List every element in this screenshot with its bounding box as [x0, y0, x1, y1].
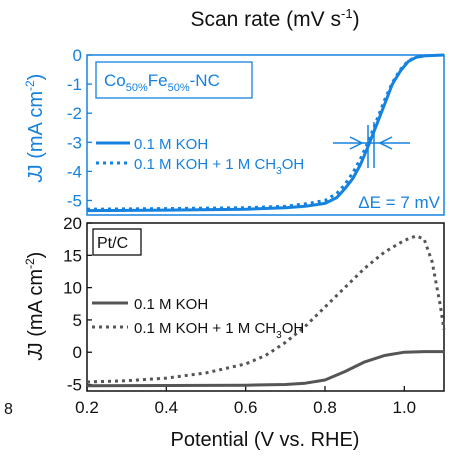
- top-series: [86, 53, 445, 213]
- bottom-legend-solid-label: 0.1 M KOH: [134, 296, 208, 313]
- y-tick-label: -4: [67, 162, 82, 181]
- scan-rate-label: Scan rate (mV s-1): [190, 6, 359, 31]
- y-tick-label: 0: [73, 46, 82, 65]
- left-edge-fragment: 8: [4, 401, 13, 418]
- y-tick-label: -1: [67, 75, 82, 94]
- y-tick-label: 5: [73, 311, 82, 330]
- bottom-legend-dotted-label: 0.1 M KOH + 1 M CH3OH: [134, 320, 304, 341]
- series-line-koh: [86, 350, 444, 388]
- delta-e-annotation: ΔE = 7 mV: [358, 193, 440, 212]
- top-legend-dotted-label: 0.1 M KOH + 1 M CH3OH: [134, 156, 304, 177]
- y-tick-label: 10: [63, 279, 82, 298]
- series-line-kohmeoh: [86, 234, 446, 384]
- x-axis-label: Potential (V vs. RHE): [171, 429, 360, 451]
- y-tick-label: -5: [67, 191, 82, 210]
- y-tick-label: -3: [67, 133, 82, 152]
- top-catalyst-label: Co50%Fe50%-NC: [104, 71, 220, 94]
- y-tick-label: -5: [67, 376, 82, 395]
- bottom-catalyst-label: Pt/C: [97, 235, 128, 252]
- bottom-y-axis-label: JJ (mA cm-2): [23, 252, 47, 362]
- y-tick-label: 20: [63, 214, 82, 233]
- top-y-ticks: 0 -1 -2 -3 -4 -5: [67, 46, 92, 210]
- x-tick-label: 0.8: [313, 398, 337, 417]
- x-tick-label: 1.0: [393, 398, 417, 417]
- top-panel: 0 -1 -2 -3 -4 -5 JJ (mA cm-2) Co50%Fe50%-NC 0…: [23, 46, 445, 216]
- bottom-x-ticks: 0.2 0.4 0.6 0.8 1.0: [75, 386, 416, 417]
- y-tick-label: 15: [63, 246, 82, 265]
- y-tick-label: -2: [67, 104, 82, 123]
- x-tick-label: 0.6: [234, 398, 258, 417]
- bottom-catalyst-box: [92, 228, 142, 256]
- delta-e-marker: [333, 122, 410, 168]
- top-plot-frame: [86, 54, 445, 216]
- x-tick-label: 0.4: [155, 398, 179, 417]
- x-tick-label: 0.2: [75, 398, 99, 417]
- bottom-plot-frame: [86, 222, 445, 392]
- top-y-axis-label: JJ (mA cm-2): [23, 74, 47, 184]
- bottom-series: [86, 234, 446, 388]
- top-catalyst-box: [95, 61, 253, 99]
- top-legend-solid-label: 0.1 M KOH: [134, 136, 208, 153]
- y-tick-label: 0: [73, 343, 82, 362]
